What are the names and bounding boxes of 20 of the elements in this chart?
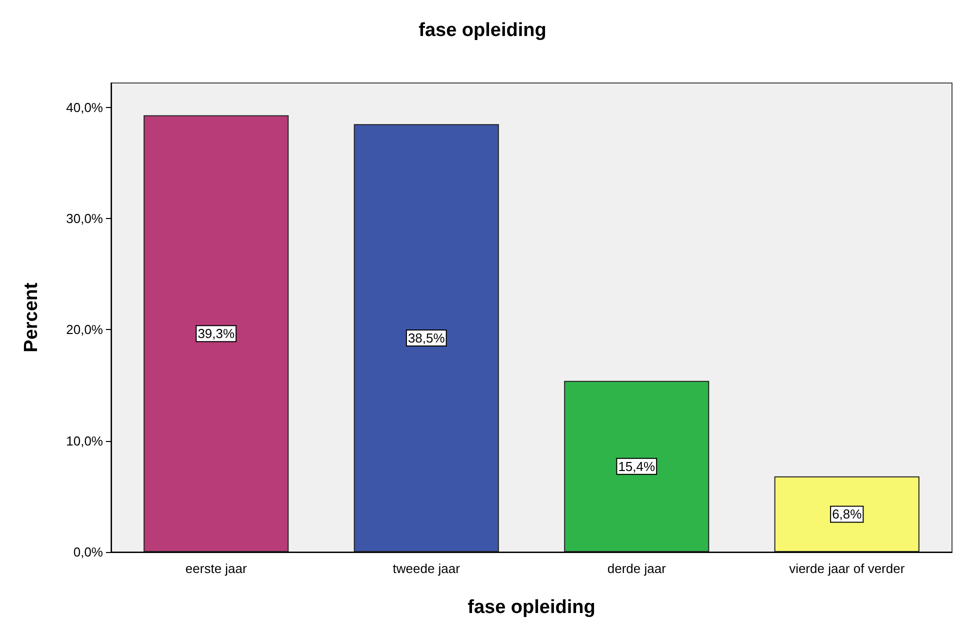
bar (774, 476, 920, 552)
x-axis-title: fase opleiding (468, 597, 596, 618)
y-tick-label: 0,0% (73, 544, 104, 560)
y-axis-title: Percent (21, 282, 42, 352)
bar (144, 115, 289, 552)
y-tick-label: 20,0% (66, 322, 104, 338)
y-tick-label: 40,0% (66, 100, 104, 115)
y-tick-label: 30,0% (66, 211, 104, 226)
x-tick-label: eerste jaar (185, 561, 248, 576)
data-label: 38,5% (408, 330, 446, 346)
chart-title: fase opleiding (418, 20, 546, 41)
bar (564, 380, 710, 552)
y-tick-label: 10,0% (66, 433, 104, 448)
data-label: 15,4% (618, 458, 656, 474)
bar (354, 124, 499, 552)
x-tick-label: tweede jaar (392, 561, 461, 576)
x-tick-label: vierde jaar of verder (789, 561, 906, 576)
data-label: 39,3% (198, 326, 235, 342)
data-label: 6,8% (832, 506, 862, 522)
x-tick-label: derde jaar (607, 561, 667, 576)
